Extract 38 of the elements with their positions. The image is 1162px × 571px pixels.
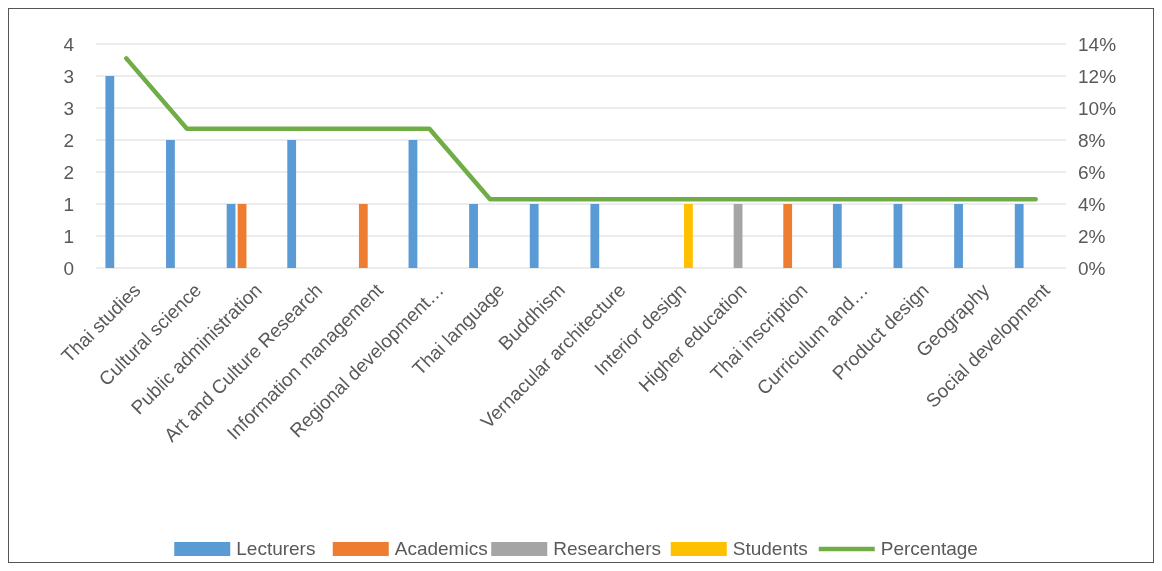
y2-tick-label: 0% <box>1078 257 1106 279</box>
bar <box>954 204 963 268</box>
legend-label: Students <box>732 538 808 559</box>
bar <box>358 204 368 268</box>
bar <box>105 76 115 268</box>
bar <box>237 204 247 268</box>
bar <box>684 204 693 268</box>
bar <box>529 204 539 268</box>
bar <box>783 204 793 268</box>
bar <box>408 140 418 268</box>
legend-label: Percentage <box>880 538 978 559</box>
y-tick-label: 2 <box>63 129 74 151</box>
y2-tick-label: 10% <box>1078 97 1117 119</box>
y2-tick-label: 14% <box>1078 33 1117 55</box>
legend-label: Researchers <box>553 538 661 559</box>
legend-label: Lecturers <box>236 538 316 559</box>
bar <box>226 204 236 268</box>
bar <box>1014 204 1024 268</box>
y-tick-label: 3 <box>63 97 74 119</box>
bar <box>733 204 743 268</box>
y-tick-label: 2 <box>63 161 74 183</box>
y2-tick-label: 6% <box>1078 161 1106 183</box>
bar <box>893 204 903 268</box>
y-tick-label: 4 <box>63 33 75 55</box>
y2-tick-label: 4% <box>1078 193 1106 215</box>
bar <box>166 140 175 268</box>
y-tick-label: 3 <box>63 65 74 87</box>
bar <box>590 204 600 268</box>
y-tick-label: 1 <box>63 225 74 247</box>
y2-tick-label: 2% <box>1078 225 1106 247</box>
bar <box>287 140 297 268</box>
y-tick-label: 0 <box>63 257 74 279</box>
y2-tick-label: 8% <box>1078 129 1106 151</box>
y-tick-label: 1 <box>63 193 74 215</box>
legend-label: Academics <box>394 538 488 559</box>
bar <box>832 204 842 268</box>
bar <box>469 204 478 268</box>
y2-tick-label: 12% <box>1078 65 1117 87</box>
